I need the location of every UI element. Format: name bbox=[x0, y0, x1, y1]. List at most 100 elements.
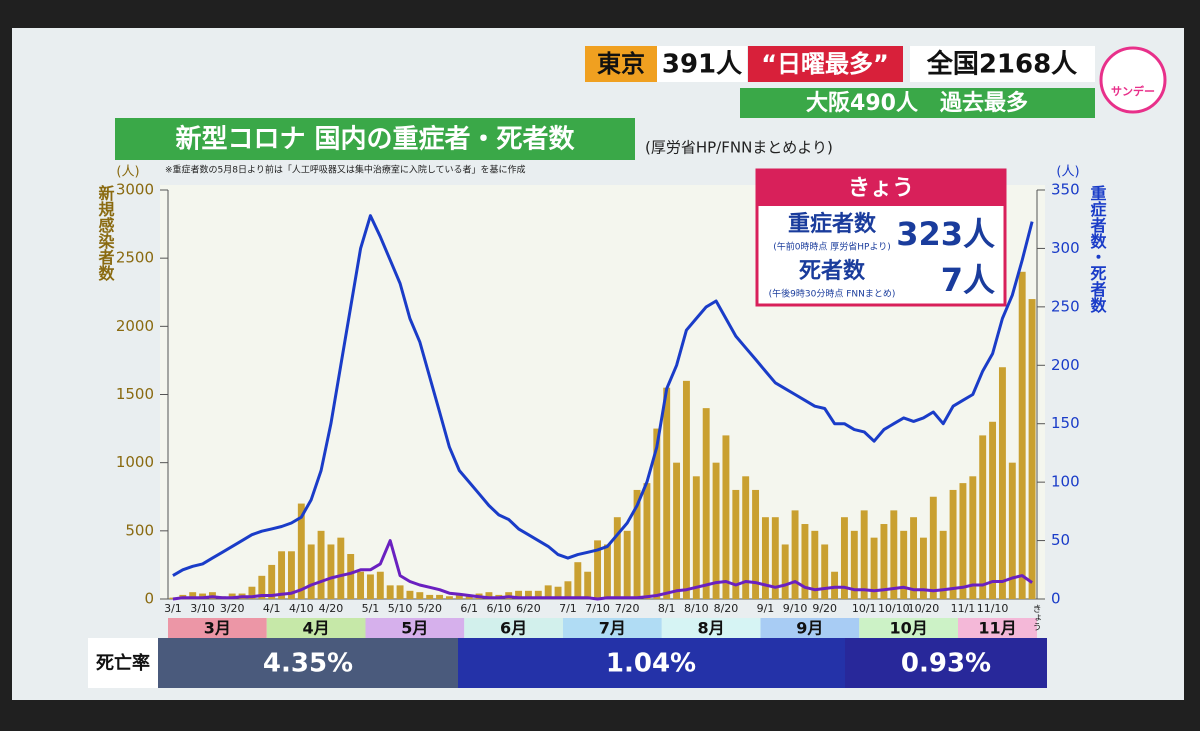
month-band bbox=[168, 618, 267, 638]
rate-period bbox=[845, 638, 1047, 688]
bar bbox=[317, 530, 325, 599]
x-tick-label: 7/10 bbox=[585, 602, 610, 615]
month-band bbox=[958, 618, 1037, 638]
bar bbox=[594, 540, 602, 599]
bar bbox=[258, 575, 266, 599]
bar bbox=[554, 586, 562, 599]
bar bbox=[702, 408, 710, 599]
bar bbox=[455, 593, 463, 599]
bar bbox=[357, 571, 365, 599]
y-tick-label: 2500 bbox=[116, 249, 154, 267]
x-tick-label: 7/1 bbox=[559, 602, 577, 615]
month-band bbox=[760, 618, 860, 638]
tokyo-count: 391人 bbox=[662, 50, 742, 80]
y2-tick-label: 200 bbox=[1051, 356, 1080, 374]
bar bbox=[821, 544, 829, 599]
x-tick-label: 5/1 bbox=[362, 602, 380, 615]
bar bbox=[979, 435, 987, 599]
bar bbox=[524, 590, 532, 599]
bar bbox=[761, 517, 769, 599]
x-tick-label: 5/10 bbox=[388, 602, 413, 615]
bar bbox=[376, 571, 384, 599]
bar bbox=[307, 544, 315, 599]
month-band bbox=[563, 618, 662, 638]
rate-value: 0.93% bbox=[901, 649, 991, 679]
line bbox=[172, 539, 1033, 601]
tokyo-label: 東京 bbox=[597, 50, 645, 78]
bar bbox=[653, 428, 661, 599]
bar bbox=[998, 367, 1006, 599]
bar bbox=[426, 594, 434, 599]
bar bbox=[327, 544, 335, 599]
bar bbox=[880, 524, 888, 599]
month-label: 10月 bbox=[889, 619, 927, 638]
month-band bbox=[661, 618, 761, 638]
chart-title: 新型コロナ 国内の重症者・死者数 bbox=[175, 124, 575, 155]
bar bbox=[564, 581, 572, 599]
bar bbox=[771, 517, 779, 599]
bar bbox=[959, 483, 967, 599]
death-today: 7人 bbox=[941, 261, 995, 299]
bar bbox=[643, 483, 651, 599]
y2-label: 重症者数・死者数 bbox=[1088, 184, 1108, 314]
x-tick-label: 8/1 bbox=[658, 602, 676, 615]
bar bbox=[366, 574, 374, 599]
x-tick-label: 8/20 bbox=[714, 602, 739, 615]
bar bbox=[297, 503, 305, 599]
bar bbox=[969, 476, 977, 599]
bar bbox=[673, 462, 681, 599]
y-tick-label: 500 bbox=[125, 521, 154, 539]
month-label: 4月 bbox=[303, 619, 330, 638]
bar bbox=[436, 594, 444, 599]
x-tick-label: 4/20 bbox=[319, 602, 344, 615]
rate-value: 1.04% bbox=[606, 649, 696, 679]
bar bbox=[278, 551, 286, 599]
bar bbox=[396, 585, 404, 599]
logo bbox=[1099, 46, 1167, 114]
month-label: 9月 bbox=[796, 619, 823, 638]
bar bbox=[722, 435, 730, 599]
month-band bbox=[266, 618, 366, 638]
bar bbox=[248, 586, 256, 599]
bar bbox=[534, 590, 542, 599]
rate-label: 死亡率 bbox=[96, 652, 150, 674]
bar bbox=[840, 517, 848, 599]
y2-tick-label: 50 bbox=[1051, 531, 1070, 549]
x-tick-label: 9/1 bbox=[757, 602, 775, 615]
bar bbox=[682, 380, 690, 599]
bar bbox=[603, 544, 611, 599]
y-tick-label: 3000 bbox=[116, 181, 154, 199]
bar bbox=[515, 590, 523, 599]
y-tick-label: 0 bbox=[144, 590, 154, 608]
bar bbox=[633, 489, 641, 599]
tokyo-count-box bbox=[657, 46, 747, 82]
bar bbox=[949, 489, 957, 599]
bar bbox=[910, 517, 918, 599]
x-tick-label: 5/20 bbox=[417, 602, 442, 615]
bar bbox=[781, 544, 789, 599]
line bbox=[172, 214, 1034, 577]
death-label: 死者数 bbox=[799, 258, 866, 284]
bar bbox=[347, 554, 355, 599]
month-label: 11月 bbox=[978, 619, 1016, 638]
bar bbox=[386, 585, 394, 599]
bar bbox=[732, 489, 740, 599]
y-tick-label: 1500 bbox=[116, 385, 154, 403]
bar bbox=[752, 489, 760, 599]
y2-tick-label: 250 bbox=[1051, 297, 1080, 315]
bar bbox=[228, 593, 236, 599]
x-tick-label: 9/20 bbox=[812, 602, 837, 615]
severe-today: 323人 bbox=[896, 215, 995, 253]
month-label: 3月 bbox=[204, 619, 231, 638]
x-tick-label: 3/1 bbox=[164, 602, 182, 615]
month-label: 6月 bbox=[500, 619, 527, 638]
bar bbox=[416, 592, 424, 599]
y2-tick-label: 300 bbox=[1051, 239, 1080, 257]
tokyo-note: “日曜最多” bbox=[761, 50, 889, 78]
rate-label-box bbox=[88, 638, 158, 688]
y2-tick-label: 0 bbox=[1051, 590, 1061, 608]
bar bbox=[1008, 462, 1016, 599]
bar bbox=[1028, 299, 1036, 599]
x-tick-label: きょう bbox=[1031, 604, 1041, 631]
month-label: 8月 bbox=[698, 619, 725, 638]
